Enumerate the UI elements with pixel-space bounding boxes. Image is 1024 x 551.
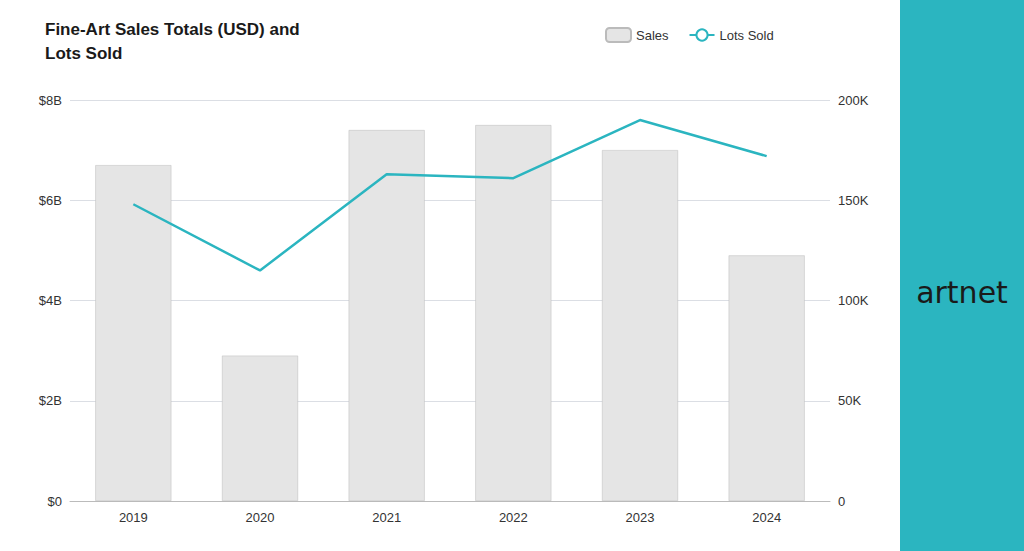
svg-text:50K: 50K (838, 393, 861, 408)
svg-text:150K: 150K (838, 193, 869, 208)
svg-text:$6B: $6B (39, 193, 62, 208)
svg-text:Lots Sold: Lots Sold (720, 28, 774, 43)
svg-text:Sales: Sales (636, 28, 669, 43)
svg-text:2021: 2021 (372, 510, 401, 525)
svg-text:$4B: $4B (39, 293, 62, 308)
svg-text:2020: 2020 (246, 510, 275, 525)
svg-text:$8B: $8B (39, 93, 62, 108)
svg-text:200K: 200K (838, 93, 869, 108)
svg-text:2024: 2024 (752, 510, 781, 525)
svg-text:2019: 2019 (119, 510, 148, 525)
svg-text:2023: 2023 (626, 510, 655, 525)
svg-text:artnet: artnet (916, 275, 1008, 310)
svg-text:0: 0 (838, 494, 845, 509)
svg-text:100K: 100K (838, 293, 869, 308)
svg-text:Lots Sold: Lots Sold (45, 44, 122, 63)
svg-text:$0: $0 (48, 494, 62, 509)
svg-text:2022: 2022 (499, 510, 528, 525)
svg-text:$2B: $2B (39, 393, 62, 408)
svg-text:Fine-Art Sales Totals (USD) an: Fine-Art Sales Totals (USD) and (45, 20, 300, 39)
